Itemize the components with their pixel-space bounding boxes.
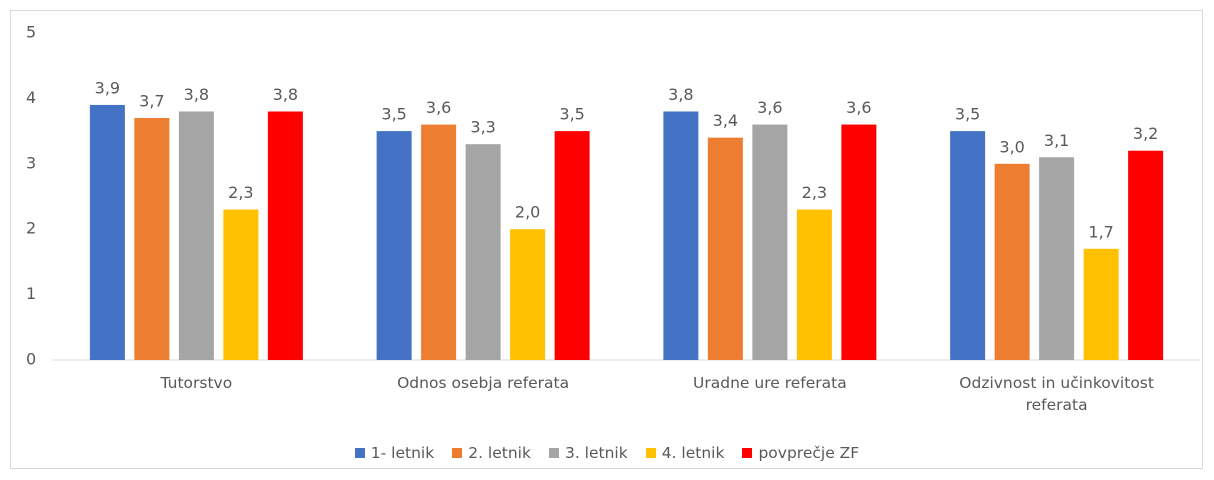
legend-swatch [354, 448, 365, 458]
bar [1128, 150, 1164, 360]
y-tick-label: 2 [26, 219, 36, 238]
bar [178, 111, 214, 360]
data-label: 3,3 [470, 118, 495, 137]
legend-swatch [452, 448, 463, 458]
y-tick-label: 3 [26, 153, 36, 172]
legend-label: povprečje ZF [758, 444, 860, 462]
legend-item: 2. letnik [452, 444, 531, 462]
data-label: 3,8 [184, 85, 209, 104]
legend-swatch [742, 448, 753, 458]
bar [994, 163, 1030, 360]
chart-frame [10, 10, 1203, 469]
bar [841, 124, 877, 360]
legend-item: 1- letnik [354, 444, 435, 462]
data-label: 3,1 [1044, 131, 1069, 150]
data-label: 2,0 [515, 203, 540, 222]
data-label: 3,7 [139, 92, 164, 111]
legend-item: povprečje ZF [742, 444, 859, 462]
bar [796, 209, 832, 360]
bar [134, 118, 170, 361]
legend-label: 1- letnik [370, 444, 435, 462]
bar [1039, 157, 1075, 360]
y-tick-label: 0 [26, 350, 36, 369]
bar [89, 104, 125, 360]
data-label: 3,6 [757, 98, 782, 117]
legend-item: 4. letnik [645, 444, 725, 462]
bar [707, 137, 743, 360]
data-label: 3,4 [713, 111, 738, 130]
bar [1083, 248, 1119, 360]
legend-swatch [548, 448, 559, 458]
legend-label: 2. letnik [468, 444, 531, 462]
legend-item: 3. letnik [548, 444, 628, 462]
bar [421, 124, 457, 360]
bar [663, 111, 699, 360]
data-label: 3,5 [955, 105, 980, 124]
data-label: 3,8 [668, 85, 693, 104]
data-label: 3,5 [559, 105, 584, 124]
bar [223, 209, 259, 360]
x-tick-label: Odzivnost in učinkovitost referata [959, 374, 1154, 414]
data-label: 3,2 [1133, 124, 1158, 143]
data-label: 2,3 [228, 183, 253, 202]
bar [950, 131, 986, 360]
data-label: 3,8 [273, 85, 298, 104]
bar [376, 131, 412, 360]
y-tick-label: 1 [26, 284, 36, 303]
bar [554, 131, 590, 360]
legend-swatch [645, 448, 656, 458]
data-label: 3,5 [381, 105, 406, 124]
legend: 1- letnik 2. letnik 3. letnik 4. letnik povp… [0, 444, 1214, 462]
data-label: 3,6 [846, 98, 871, 117]
x-tick-label: Odnos osebja referata [397, 374, 570, 392]
data-label: 3,0 [999, 137, 1024, 156]
data-label: 2,3 [802, 183, 827, 202]
bar [465, 144, 501, 360]
bar [267, 111, 303, 360]
data-label: 1,7 [1088, 222, 1113, 241]
data-label: 3,6 [426, 98, 451, 117]
legend-label: 3. letnik [564, 444, 628, 462]
x-tick-label: Uradne ure referata [693, 374, 847, 392]
y-tick-label: 5 [26, 23, 36, 42]
bar [510, 229, 546, 360]
legend-label: 4. letnik [661, 444, 725, 462]
bar [752, 124, 788, 360]
data-label: 3,9 [95, 78, 120, 97]
y-tick-label: 4 [26, 88, 36, 107]
x-tick-label: Tutorstvo [160, 374, 233, 392]
